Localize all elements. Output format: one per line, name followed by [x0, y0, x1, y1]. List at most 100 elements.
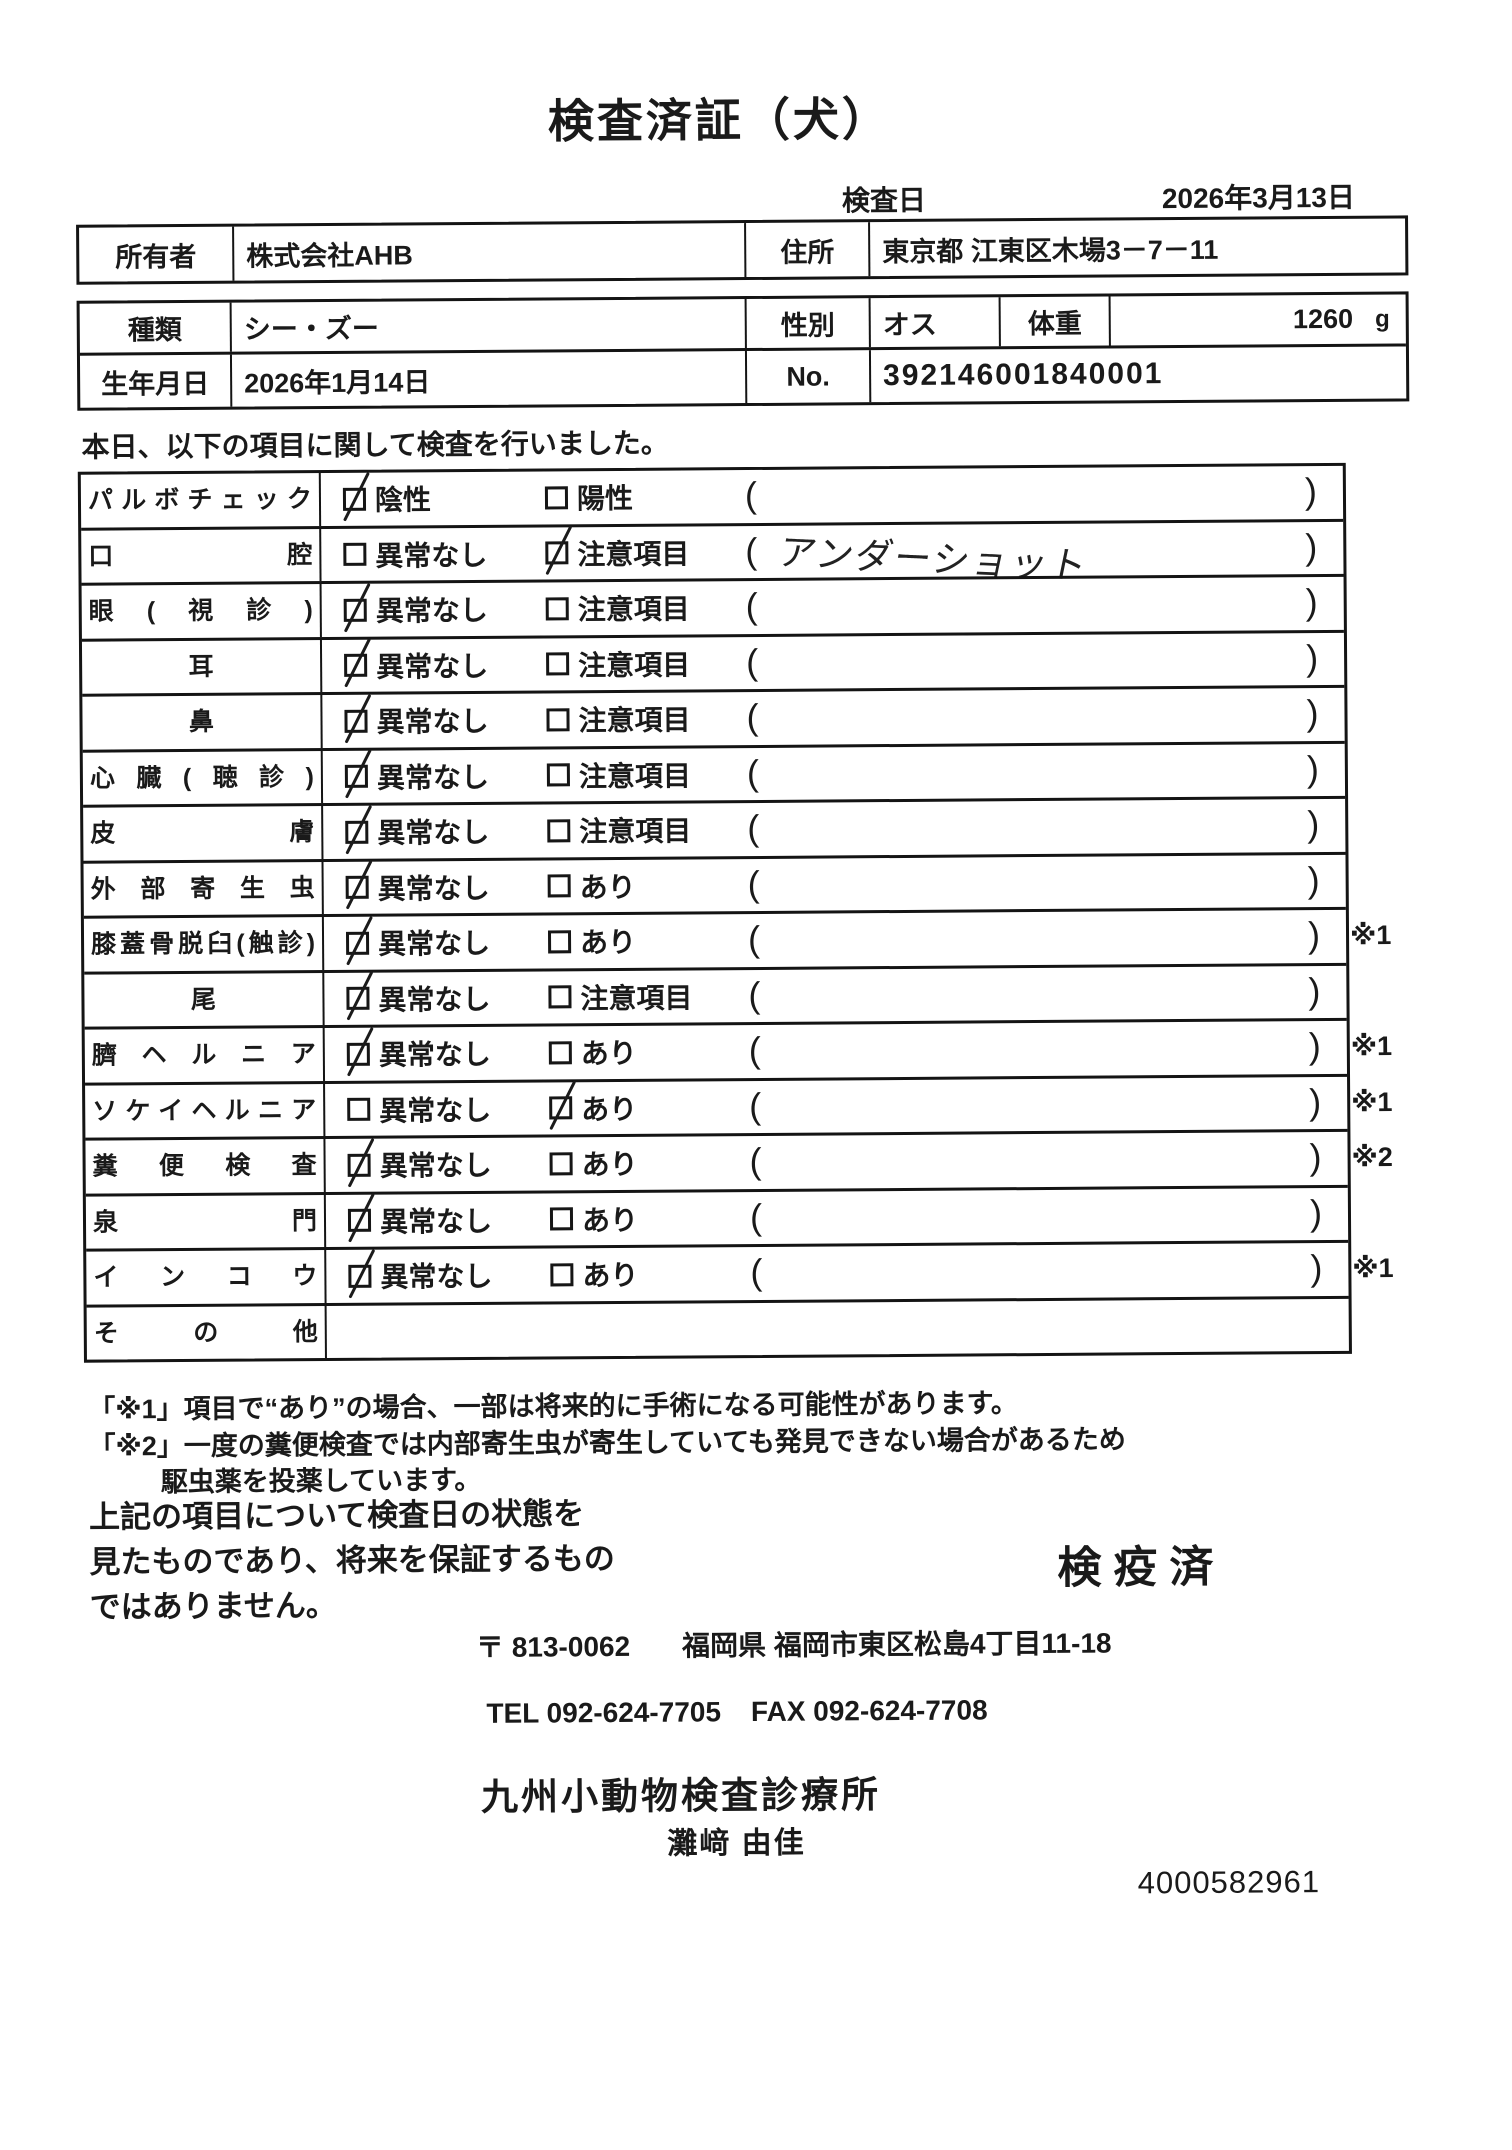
checkbox-option-1[interactable] — [345, 820, 369, 844]
option-1-label: 異常なし — [378, 983, 491, 1016]
exam-item-label: ソケイヘルニア — [85, 1083, 326, 1138]
exam-date-value: 2026年3月13日 — [1161, 181, 1356, 215]
weight-cell: 1260 g — [1111, 294, 1406, 345]
page-title: 検査済証（犬） — [547, 93, 892, 148]
option-1: 異常なし — [344, 700, 489, 741]
exam-row-content: 異常なし 注意項目 ( ) — [323, 799, 1345, 859]
checkbox-option-1[interactable] — [344, 709, 368, 733]
option-1: 異常なし — [345, 811, 489, 852]
checkbox-option-1[interactable] — [343, 598, 367, 622]
paren-close: ) — [1308, 1025, 1321, 1067]
option-2-label: 注意項目 — [579, 815, 692, 848]
checkbox-option-1[interactable] — [342, 487, 367, 511]
weight-unit: g — [1374, 305, 1390, 333]
option-2: あり — [547, 866, 636, 907]
checkbox-option-2[interactable] — [549, 1207, 574, 1231]
exam-item-label: 泉門 — [85, 1194, 327, 1249]
exam-row-tail: 尾 異常なし 注意項目 ( ) — [84, 962, 1347, 1027]
checkbox-option-1[interactable] — [346, 986, 370, 1011]
exam-row-other: その他 — [86, 1295, 1349, 1360]
checkbox-option-2[interactable] — [547, 930, 572, 954]
exam-row-patella: 膝蓋骨脱臼(触診) 異常なし あり ( ) ※1 — [83, 906, 1391, 972]
option-2-label: あり — [581, 1149, 638, 1181]
checkbox-option-1[interactable] — [345, 875, 369, 900]
option-1: 異常なし — [344, 756, 490, 797]
checkbox-option-1[interactable] — [344, 764, 368, 789]
paren-close: ) — [1307, 803, 1320, 845]
exam-row-inkou: インコウ 異常なし あり ( ) ※1 — [86, 1239, 1394, 1305]
exam-item-label: 鼻 — [82, 695, 323, 750]
option-2-label: あり — [579, 927, 637, 959]
checkbox-option-2[interactable] — [546, 652, 570, 676]
exam-row-mouth: 口腔 異常なし 注意項目 ( アンダーショット ) — [81, 518, 1344, 586]
exam-item-label: その他 — [86, 1305, 327, 1360]
quarantine-passed-stamp: 検疫済 — [1057, 1542, 1226, 1593]
option-1: 異常なし — [344, 645, 488, 686]
birthdate-value: 2026年1月14日 — [231, 351, 748, 407]
checkbox-option-2[interactable] — [547, 874, 571, 898]
disclaimer-line-3: ではありません。 — [89, 1587, 337, 1625]
breed-row: 種類 シー・ズー 性別 オス 体重 1260 g — [79, 294, 1406, 356]
checkbox-option-2[interactable] — [548, 1041, 572, 1065]
checkbox-option-1[interactable] — [347, 1153, 371, 1177]
exam-row-heart: 心臓(聴診) 異常なし 注意項目 ( ) — [82, 740, 1346, 805]
address-label: 住所 — [746, 222, 871, 278]
checkbox-option-1[interactable] — [343, 542, 367, 567]
checkbox-option-2[interactable] — [550, 1263, 574, 1287]
checkbox-option-2[interactable] — [546, 763, 570, 787]
clinic-address-line: 〒 813-0062 福岡県 福岡市東区松島4丁目11-18 — [476, 1622, 1112, 1666]
checkbox-option-2[interactable] — [547, 819, 571, 843]
option-2: 陽性 — [544, 477, 633, 518]
checkbox-option-2[interactable] — [548, 985, 572, 1009]
exam-item-label: 口腔 — [81, 528, 322, 583]
paren-close: ) — [1307, 914, 1321, 956]
exam-row-nose: 鼻 異常なし 注意項目 ( ) — [82, 684, 1345, 750]
checkbox-option-2[interactable] — [544, 486, 569, 510]
checkbox-option-1[interactable] — [347, 1208, 372, 1233]
option-1: 異常なし — [347, 1200, 493, 1241]
paren-close: ) — [1310, 1247, 1323, 1289]
checkbox-option-2[interactable] — [549, 1096, 573, 1120]
sex-label: 性別 — [746, 298, 871, 349]
paren-open: ( — [749, 1140, 762, 1182]
checkbox-option-2[interactable] — [546, 708, 570, 732]
checkbox-option-1[interactable] — [345, 931, 370, 955]
option-1: 異常なし — [346, 1033, 491, 1074]
option-1-label: 異常なし — [376, 761, 490, 794]
exam-item-label: パルボチェック — [80, 473, 322, 528]
option-1: 異常なし — [343, 589, 488, 630]
option-2-label: あり — [579, 871, 636, 903]
animal-info-table: 種類 シー・ズー 性別 オス 体重 1260 g 生年月日 2026年1月14日… — [76, 291, 1410, 411]
checkbox-option-1[interactable] — [346, 1042, 370, 1066]
option-2: あり — [547, 921, 637, 962]
footnote-2-text-line1: 「※2」一度の糞便検査では内部寄生虫が寄生していても発見できない場合があるため — [88, 1424, 1126, 1462]
paren-open: ( — [748, 973, 761, 1015]
checkbox-option-1[interactable] — [347, 1097, 371, 1122]
breed-label: 種類 — [79, 302, 232, 353]
option-2-label: 注意項目 — [580, 982, 693, 1014]
option-1: 異常なし — [343, 534, 487, 575]
paren-close: ) — [1308, 969, 1321, 1012]
exam-row-inguinal-hernia: ソケイヘルニア 異常なし あり ( ) ※1 — [85, 1073, 1393, 1138]
paren-close: ) — [1309, 1136, 1322, 1178]
checkbox-option-2[interactable] — [545, 541, 569, 565]
checkbox-option-1[interactable] — [344, 653, 368, 678]
paren-close: ) — [1309, 1191, 1323, 1234]
checkbox-option-2[interactable] — [549, 1152, 573, 1176]
paren-open: ( — [747, 807, 760, 849]
owner-value: 株式会社AHB — [234, 223, 747, 281]
checkbox-option-2[interactable] — [545, 597, 569, 621]
option-1-label: 異常なし — [379, 1150, 492, 1182]
paren-close: ) — [1305, 525, 1318, 568]
paren-open: ( — [745, 640, 759, 682]
option-1-label: 異常なし — [379, 1205, 493, 1238]
exam-row-umbilical-hernia: 臍ヘルニア 異常なし あり ( ) ※1 — [84, 1017, 1392, 1083]
disclaimer-line-1: 上記の項目について検査日の状態を — [88, 1496, 585, 1535]
exam-row-content: 異常なし 注意項目 ( ) — [324, 965, 1346, 1025]
paren-open: ( — [745, 529, 758, 571]
exam-row-content: 陰性 陽性 ( ) — [321, 466, 1343, 526]
clinic-postal-code: 〒 813-0062 — [475, 1630, 631, 1663]
checkbox-option-1[interactable] — [348, 1264, 372, 1288]
